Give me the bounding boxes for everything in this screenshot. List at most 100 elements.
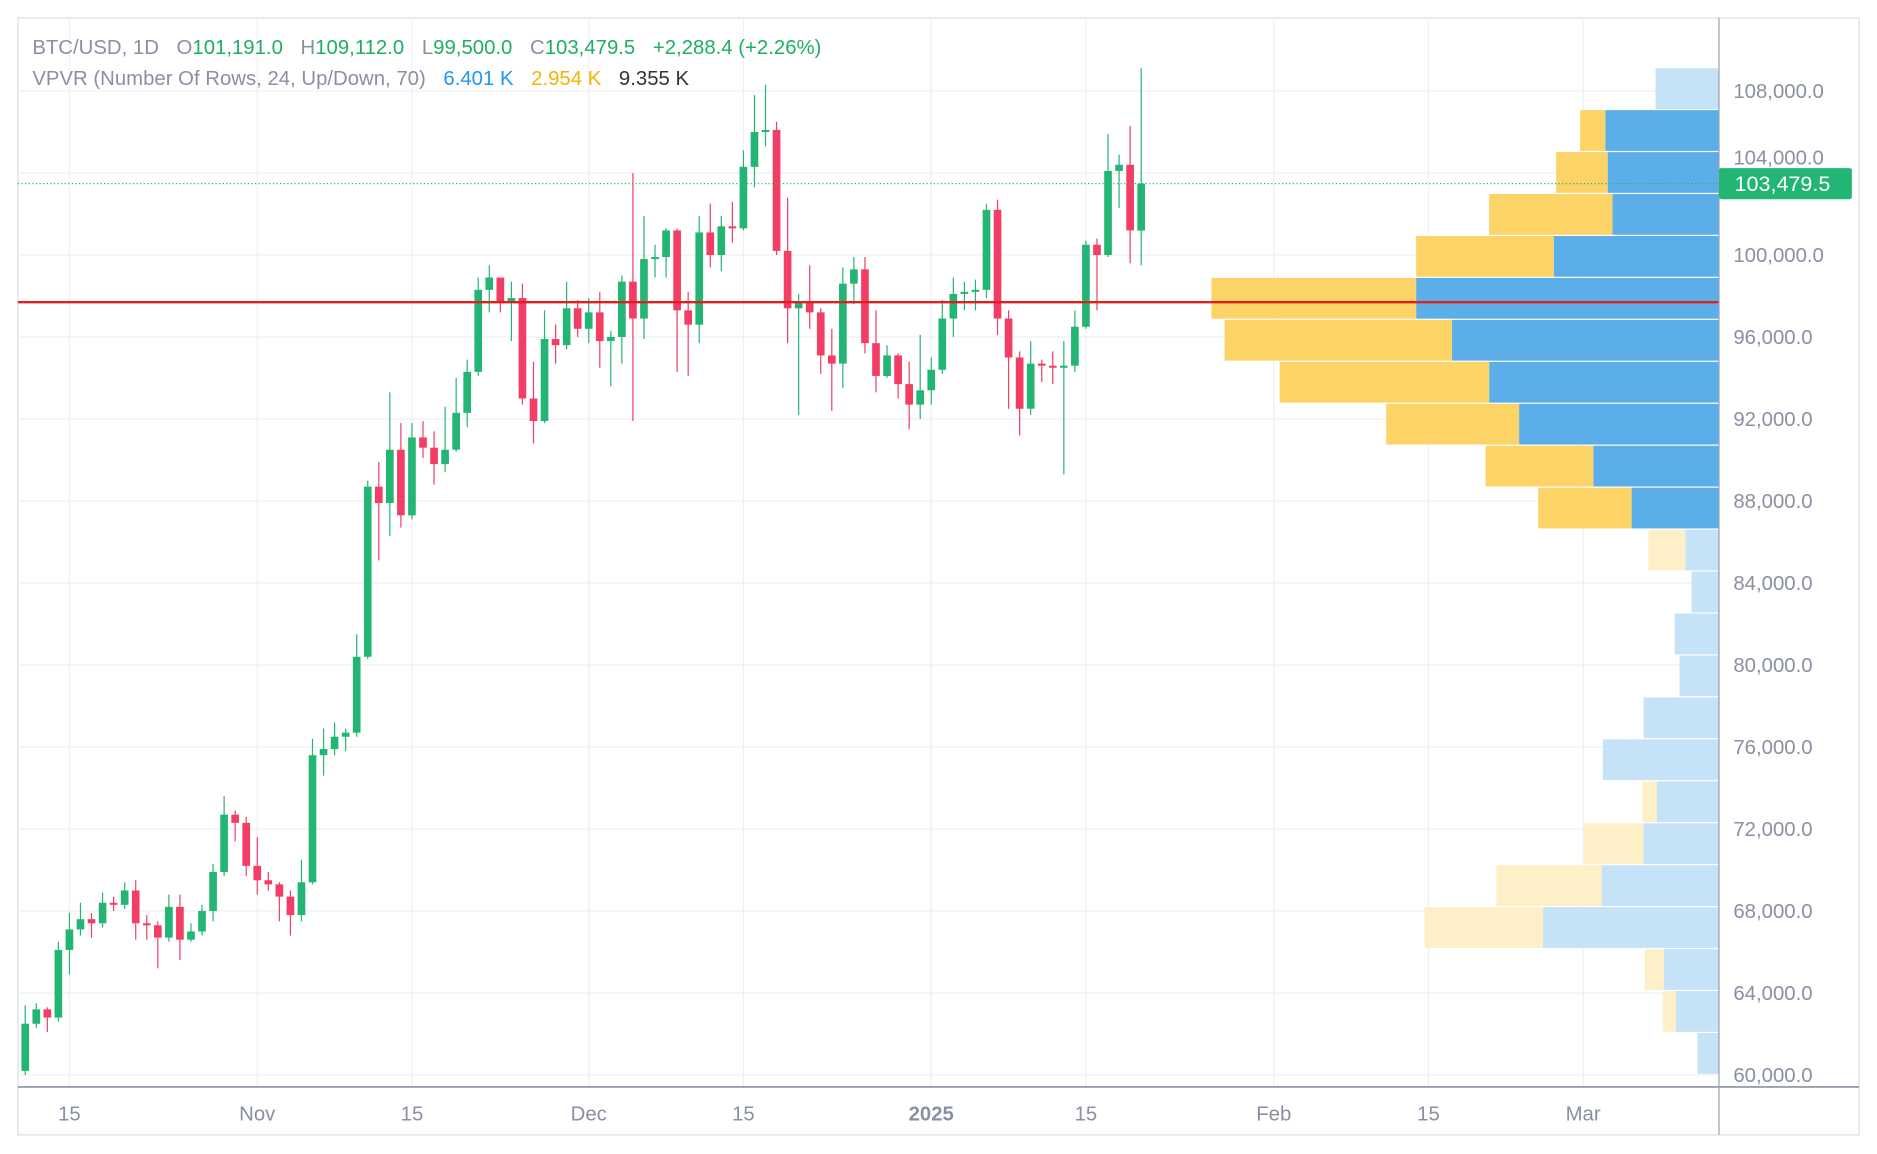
candle[interactable] [209,863,217,922]
candle[interactable] [430,431,438,485]
candle[interactable] [827,328,836,411]
candle[interactable] [651,244,659,278]
candle[interactable] [176,894,184,961]
candle[interactable] [684,291,693,376]
candle[interactable] [518,283,527,405]
candle[interactable] [750,95,759,188]
candle[interactable] [408,423,416,520]
candle[interactable] [706,203,715,268]
candle[interactable] [54,941,63,1022]
candle[interactable] [65,913,74,975]
candle[interactable] [1115,154,1123,208]
candle[interactable] [1137,68,1146,266]
candle[interactable] [1082,240,1090,329]
candle[interactable] [739,150,748,231]
candle[interactable] [982,203,991,299]
candle[interactable] [153,921,162,969]
candle[interactable] [76,902,85,936]
candle[interactable] [529,361,538,444]
candle[interactable] [32,1003,41,1028]
candle[interactable] [1071,310,1079,372]
candle[interactable] [253,837,262,895]
candle[interactable] [120,882,129,909]
candle[interactable] [142,915,151,940]
candle[interactable] [872,310,880,393]
candle[interactable] [717,216,726,272]
candle[interactable] [297,859,306,922]
candle[interactable] [927,357,936,405]
candle[interactable] [220,796,228,877]
candle[interactable] [474,277,483,376]
candle[interactable] [805,265,814,329]
candle[interactable] [540,310,549,424]
candle[interactable] [606,330,615,387]
candle[interactable] [673,228,681,372]
candle[interactable] [562,281,571,350]
candle[interactable] [1048,351,1057,385]
candle[interactable] [993,199,1002,335]
price-axis[interactable]: 60,000.0 64,000.0 68,000.0 72,000.0 76,000.0… [1733,81,1824,1087]
candle[interactable] [452,377,460,452]
candle[interactable] [761,84,770,147]
candle[interactable] [960,281,969,311]
candle[interactable] [1126,125,1134,264]
candle[interactable] [231,810,239,842]
candle[interactable] [839,267,847,389]
candle[interactable] [507,281,516,342]
candle[interactable] [783,197,792,344]
candle[interactable] [441,406,449,473]
indicator-label[interactable]: VPVR (Number Of Rows, 24, Up/Down, 70) [32,68,425,90]
candle[interactable] [363,480,372,659]
candle[interactable] [949,277,958,337]
candle[interactable] [794,293,803,415]
candle[interactable] [352,634,361,737]
candle[interactable] [109,896,118,911]
candle[interactable] [419,421,427,458]
candle[interactable] [242,816,251,877]
candle[interactable] [43,1007,52,1032]
candle[interactable] [695,216,704,344]
candle[interactable] [971,279,980,311]
candle[interactable] [584,298,593,344]
candle[interactable] [595,291,604,368]
candle[interactable] [938,300,947,374]
candle[interactable] [573,300,582,337]
candle[interactable] [386,392,394,536]
candle[interactable] [87,913,96,938]
candle[interactable] [275,882,284,922]
candle[interactable] [330,722,339,756]
candle[interactable] [1037,359,1046,383]
candle[interactable] [21,1005,30,1075]
candle[interactable] [640,216,648,340]
time-axis[interactable]: 15 Nov 15 Dec 15 2025 15 Feb 15 Mar [58,1103,1601,1125]
candle[interactable] [98,892,107,928]
candle[interactable] [850,257,858,305]
candle[interactable] [883,345,891,378]
candle[interactable] [397,423,405,528]
candle[interactable] [308,738,317,885]
candle[interactable] [629,172,637,422]
candle[interactable] [905,361,913,430]
candle[interactable] [485,265,494,313]
candle[interactable] [1104,134,1112,258]
candle[interactable] [463,359,472,428]
candle[interactable] [618,275,626,364]
candle[interactable] [728,201,737,243]
candle[interactable] [341,728,350,752]
candle[interactable] [165,894,173,942]
candle[interactable] [131,880,140,940]
candle[interactable] [1060,341,1068,475]
candle[interactable] [551,324,560,364]
candle[interactable] [374,462,383,561]
candle[interactable] [772,121,781,255]
candle[interactable] [1004,310,1013,409]
candle[interactable] [286,890,295,936]
candle[interactable] [1026,341,1035,415]
candle[interactable] [496,277,505,313]
candle[interactable] [319,728,328,776]
candle[interactable] [861,257,869,354]
candle[interactable] [1093,238,1101,311]
candle[interactable] [816,308,825,374]
symbol-label[interactable]: BTC/USD, 1D [32,37,159,59]
